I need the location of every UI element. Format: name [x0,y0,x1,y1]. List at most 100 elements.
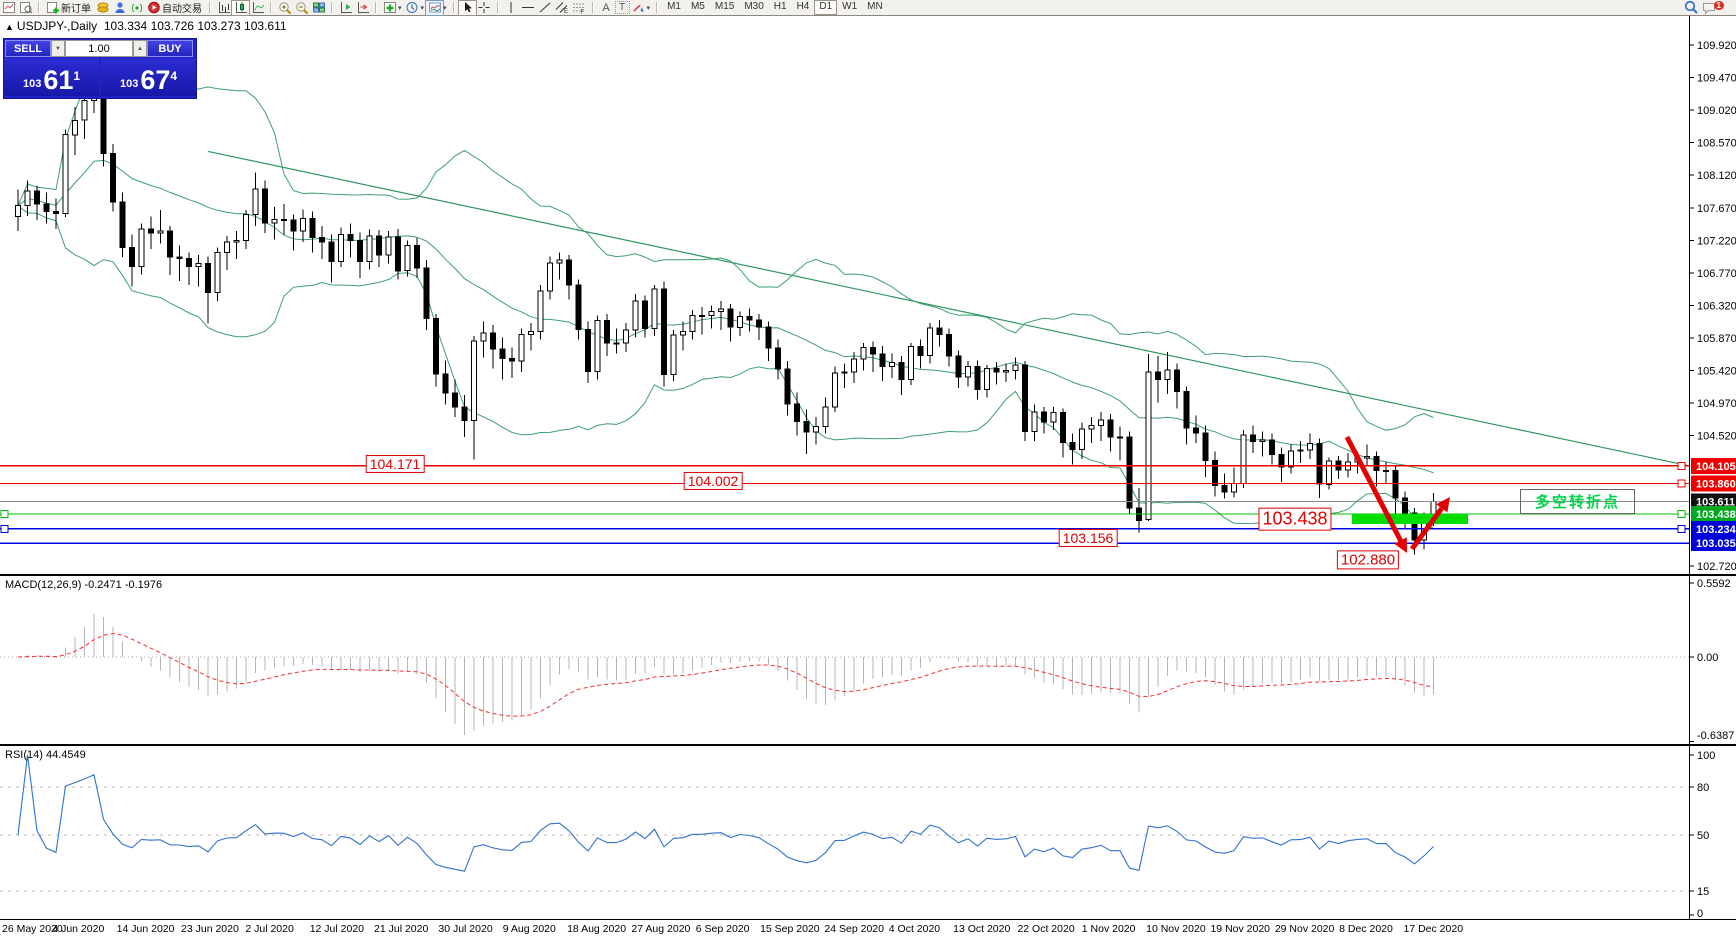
sell-price[interactable]: 103 61 1 [4,58,99,96]
time-axis-label: 4 Oct 2020 [888,923,941,935]
svg-text:107.670: 107.670 [1697,203,1736,215]
time-axis-label: 12 Jul 2020 [309,923,364,935]
svg-text:107.220: 107.220 [1697,235,1736,247]
auto-trading-icon[interactable] [145,1,162,15]
signal-icon[interactable] [128,1,145,15]
periods-dropdown-caret[interactable]: ▾ [420,4,425,12]
timeframe-m15[interactable]: M15 [714,1,735,12]
bar-chart-icon[interactable] [215,1,232,15]
time-axis-label: 13 Oct 2020 [953,923,1011,935]
quote-high: 103.726 [150,19,194,33]
price-annotation-label[interactable]: 103.438 [1258,507,1332,531]
new-chart-icon[interactable] [0,1,17,15]
svg-text:108.570: 108.570 [1697,138,1736,150]
indicators-icon[interactable] [381,1,398,15]
timeframe-m30[interactable]: M30 [744,1,764,12]
price-annotation-label[interactable]: 104.002 [683,471,743,491]
zoom-out-icon[interactable] [293,1,310,15]
notification-count-badge[interactable]: 1 [1713,1,1724,10]
time-axis-label: 10 Nov 2020 [1146,923,1206,935]
time-axis[interactable]: 26 May 2020 4 Jun 2020 14 Jun 2020 23 Jun 2… [0,920,1736,940]
svg-text:104.970: 104.970 [1697,398,1736,410]
tile-windows-icon[interactable] [310,1,327,15]
timeframe-mn[interactable]: MN [867,1,883,12]
crosshair-icon[interactable] [476,1,493,15]
coins-icon[interactable] [94,1,111,15]
sell-price-big: 61 [43,65,74,95]
periods-clock-icon[interactable] [404,1,421,15]
svg-text:109.470: 109.470 [1697,73,1736,85]
zoom-in-icon[interactable] [276,1,293,15]
timeframe-h1[interactable]: H1 [773,1,787,12]
trendline-icon[interactable] [537,1,554,15]
rsi-panel-surface[interactable]: 100 80 50 15 0 RSI(14) 44.4549 [0,745,1736,920]
turning-point-note[interactable]: 多空转折点 [1520,489,1635,514]
candlestick-chart-icon[interactable] [231,0,250,16]
svg-text:104.105: 104.105 [1696,461,1736,473]
quote-close: 103.611 [244,19,287,33]
time-axis-label: 30 Jul 2020 [438,923,493,935]
timeframe-m5[interactable]: M5 [690,1,705,12]
svg-text:0.00: 0.00 [1697,652,1718,664]
symbol-title: USDJPY-,Daily [16,19,98,33]
equidistant-channel-icon[interactable]: E [554,1,571,15]
horizontal-line-icon[interactable] [520,1,537,15]
arrows-tool-icon[interactable] [630,1,647,15]
svg-text:100: 100 [1697,750,1715,762]
macd-panel-surface[interactable]: 0.5592 0.00 -0.6387 MACD(12,26,9) -0.2471 -… [0,575,1736,745]
svg-text:103.860: 103.860 [1696,479,1736,491]
text-label-tool-icon[interactable]: T [614,1,630,14]
new-order-icon[interactable] [44,1,61,15]
line-chart-icon[interactable] [249,1,266,15]
sell-price-prefix: 103 [22,78,42,90]
svg-text:RSI(14) 44.4549: RSI(14) 44.4549 [5,749,86,761]
time-axis-label: 18 Aug 2020 [567,923,627,935]
timeframe-m1[interactable]: M1 [667,1,681,12]
sell-button[interactable]: SELL [5,40,51,57]
new-order-button[interactable]: 新订单 [61,4,91,15]
time-axis-label: 26 May 2020 [2,923,63,935]
templates-dropdown-caret[interactable]: ▾ [443,4,447,12]
auto-trading-button[interactable]: 自动交易 [162,4,202,15]
channel-letter: E [564,9,568,14]
svg-text:MACD(12,26,9) -0.2471 -0.1976: MACD(12,26,9) -0.2471 -0.1976 [5,579,162,591]
main-chart-surface[interactable]: 109.920 109.470 109.020 108.570 108.120 107.6… [0,15,1736,575]
chart-shift-icon[interactable] [337,1,354,15]
time-axis-label: 6 Sep 2020 [695,923,750,935]
time-axis-label: 29 Nov 2020 [1274,923,1335,935]
svg-text:106.320: 106.320 [1697,301,1736,313]
price-annotation-label[interactable]: 102.880 [1336,550,1400,570]
price-annotation-label[interactable]: 104.171 [365,454,425,474]
toolbar-separator [452,2,455,13]
svg-text:103.611: 103.611 [1696,497,1735,509]
data-window-icon[interactable] [17,1,34,15]
timeframe-d1[interactable]: D1 [814,0,838,15]
volume-increase-button[interactable]: ▲ [133,40,147,57]
cursor-icon[interactable] [457,0,477,16]
indicators-dropdown-caret[interactable]: ▾ [398,4,402,12]
arrows-dropdown-caret[interactable]: ▾ [646,4,651,12]
fibonacci-icon[interactable]: F [571,1,588,15]
text-tool-icon[interactable]: A [602,1,610,14]
quote-header: ▲ USDJPY-,Daily 103.334 103.726 103.273 1… [5,19,287,33]
collapse-arrow-icon[interactable]: ▲ [5,22,14,32]
auto-scroll-icon[interactable] [354,1,371,15]
timeframe-w1[interactable]: W1 [842,1,858,12]
community-icon[interactable] [111,1,128,15]
buy-price[interactable]: 103 67 4 [101,58,196,96]
price-annotation-label[interactable]: 103.156 [1058,528,1118,548]
svg-text:103.035: 103.035 [1696,538,1736,550]
timeframe-h4[interactable]: H4 [796,1,810,12]
time-axis-label: 27 Aug 2020 [631,923,691,935]
time-axis-label: 19 Nov 2020 [1210,923,1271,935]
vertical-line-icon[interactable] [503,1,520,15]
time-axis-label: 23 Jun 2020 [181,923,239,935]
volume-input[interactable] [65,40,133,57]
templates-icon[interactable] [425,0,445,16]
toolbar-separator [209,2,211,13]
volume-decrease-button[interactable]: ▼ [51,40,65,57]
time-axis-label: 22 Oct 2020 [1017,923,1075,935]
buy-button[interactable]: BUY [147,40,193,57]
search-icon[interactable] [1683,0,1700,15]
